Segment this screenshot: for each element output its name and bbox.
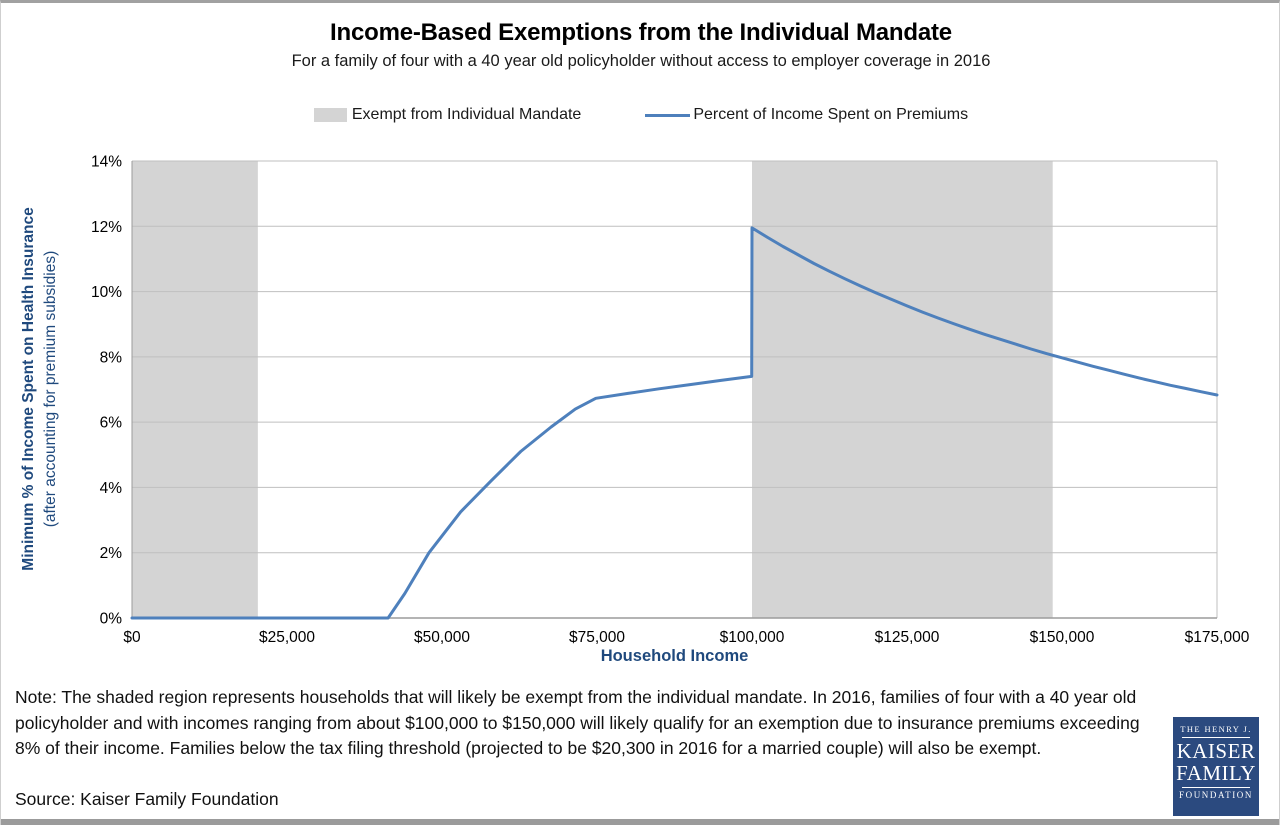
- y-axis-title-main: Minimum % of Income Spent on Health Insu…: [20, 207, 37, 571]
- chart-subtitle: For a family of four with a 40 year old …: [291, 52, 991, 70]
- premiums-line-series: [130, 226, 1219, 620]
- y-axis-title-sub: (after accounting for premium subsidies): [42, 250, 59, 528]
- y-tick-label: 6%: [100, 415, 123, 432]
- x-tick-label: $0: [123, 629, 141, 646]
- logo-line-kaiser: KAISER: [1176, 739, 1256, 763]
- source-text: Source: Kaiser Family Foundation: [15, 789, 279, 809]
- page-title: Income-Based Exemptions from the Individ…: [330, 19, 952, 46]
- kaiser-family-foundation-logo: THE HENRY J. KAISER FAMILY FOUNDATION: [1173, 717, 1259, 816]
- x-tick-label: $100,000: [720, 629, 785, 646]
- legend-line-label: Percent of Income Spent on Premiums: [693, 106, 969, 123]
- chart-plot: 0% 2% 4% 6% 8% 10% 12% 14% $0 $25,000 $50,000 $75,0…: [91, 154, 1250, 647]
- x-tick-label: $125,000: [875, 629, 940, 646]
- logo-divider-bottom: [1182, 787, 1250, 788]
- y-tick-label: 14%: [91, 154, 122, 171]
- y-tick-label: 4%: [100, 480, 123, 497]
- legend-item-premiums: Percent of Income Spent on Premiums: [645, 106, 968, 124]
- exempt-region: [752, 161, 1053, 618]
- note-text: Note: The shaded region represents house…: [15, 687, 1140, 758]
- exempt-region-swatch-icon: [313, 108, 347, 122]
- x-tick-label: $150,000: [1030, 629, 1095, 646]
- legend-exempt-label: Exempt from Individual Mandate: [351, 106, 582, 123]
- bottom-border-bar: [1, 819, 1279, 825]
- line-series-swatch-icon: [645, 113, 691, 117]
- y-tick-label: 12%: [91, 219, 122, 236]
- y-tick-label: 8%: [100, 349, 123, 366]
- logo-line-foundation: FOUNDATION: [1179, 790, 1253, 800]
- logo-line-henry-j: THE HENRY J.: [1180, 724, 1252, 734]
- chart-legend: Exempt from Individual Mandate Percent o…: [1, 106, 1279, 124]
- y-axis-title: Minimum % of Income Spent on Health Insu…: [18, 159, 64, 619]
- x-tick-label: $50,000: [414, 629, 470, 646]
- exempt-region: [132, 161, 258, 618]
- legend-item-exempt: Exempt from Individual Mandate: [313, 106, 582, 124]
- x-tick-label: $25,000: [259, 629, 315, 646]
- x-tick-label: $75,000: [569, 629, 625, 646]
- y-tick-label: 0%: [100, 611, 123, 628]
- y-tick-label: 2%: [100, 545, 123, 562]
- logo-divider-top: [1182, 737, 1250, 738]
- logo-line-family: FAMILY: [1176, 761, 1256, 785]
- y-tick-label: 10%: [91, 284, 122, 301]
- x-axis-title: Household Income: [600, 647, 749, 665]
- x-tick-label: $175,000: [1185, 629, 1250, 646]
